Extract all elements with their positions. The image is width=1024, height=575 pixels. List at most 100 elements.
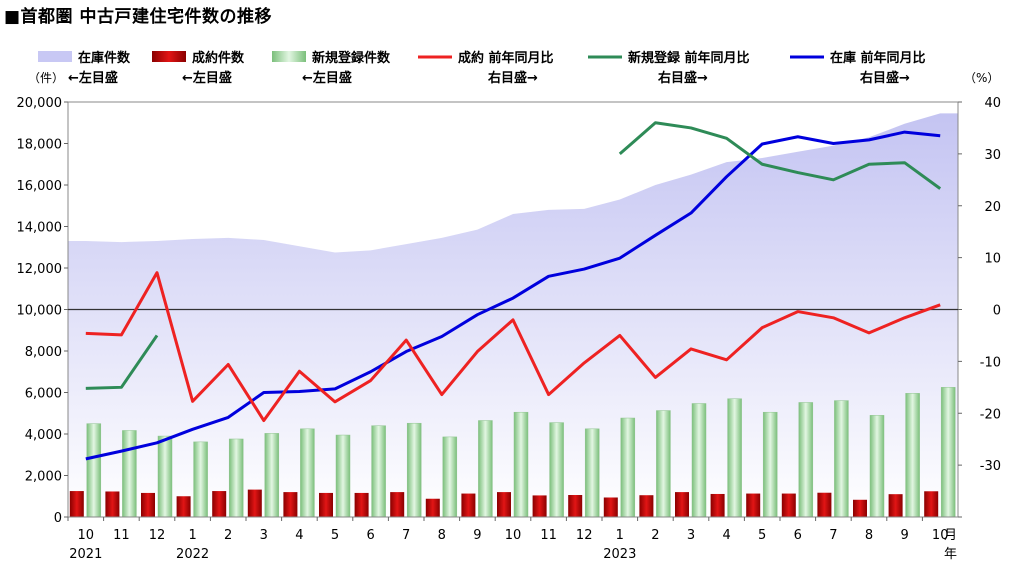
x-tick-label: 12	[576, 528, 593, 543]
legend-note: 右目盛→	[859, 70, 910, 86]
x-tick-label: 11	[113, 528, 130, 543]
year-label: 2022	[176, 547, 209, 562]
x-tick-label: 3	[687, 528, 695, 543]
new-listing-bar	[371, 425, 386, 518]
right-tick-label: 30	[984, 148, 1001, 163]
sold-bar	[675, 492, 689, 517]
sold-bar	[781, 493, 796, 517]
new-listing-bar	[157, 435, 173, 518]
stock-yoy-line	[85, 130, 941, 461]
right-tick-label: 10	[984, 252, 1001, 267]
bars	[69, 387, 956, 518]
new-listing-bar	[193, 441, 208, 518]
legend-swatch-bar	[152, 51, 186, 62]
new-listing-bar	[869, 415, 885, 518]
new-listing-yoy-line	[85, 334, 159, 390]
new-listing-bar	[620, 417, 636, 518]
x-unit-label: 月	[944, 528, 957, 543]
sold-bar	[639, 495, 654, 517]
sold-bar	[710, 493, 725, 517]
sold-bar	[888, 494, 903, 517]
new-listing-bar	[727, 398, 742, 518]
x-tick-label: 12	[149, 528, 166, 543]
sold-bar	[390, 492, 405, 517]
left-tick-label: 8,000	[25, 345, 62, 360]
sold-bar	[853, 499, 867, 517]
x-tick-label: 7	[829, 528, 837, 543]
new-listing-bar	[940, 387, 956, 518]
x-tick-label: 5	[331, 528, 339, 543]
sold-bar	[817, 492, 832, 517]
sold-bar	[568, 495, 583, 517]
year-label: 2023	[603, 547, 636, 562]
year-unit-label: 年	[944, 547, 957, 562]
legend-label: 成約 前年同月比	[458, 50, 554, 66]
x-tick-label: 8	[438, 528, 446, 543]
lines	[85, 121, 942, 461]
x-tick-label: 1	[616, 528, 624, 543]
legend-note: ←左目盛	[302, 70, 352, 86]
new-listing-bar	[905, 393, 920, 518]
new-listing-yoy-line	[618, 121, 942, 190]
right-tick-label: 0	[993, 304, 1001, 319]
left-tick-label: 10,000	[17, 304, 63, 319]
sold-bar	[176, 496, 191, 517]
new-listing-bar	[691, 403, 707, 518]
sold-bar	[497, 492, 511, 517]
new-listing-bar	[442, 436, 458, 518]
x-tick-label: 9	[473, 528, 481, 543]
sold-bar	[461, 493, 476, 517]
x-tick-label: 3	[260, 528, 268, 543]
page-title: ■首都圏 中古戸建住宅件数の推移	[4, 7, 272, 27]
sold-bar	[105, 491, 120, 517]
x-tick-label: 10	[932, 528, 949, 543]
new-listing-bar	[798, 402, 814, 518]
left-tick-label: 6,000	[25, 387, 62, 402]
left-tick-label: 16,000	[17, 179, 63, 194]
new-listing-bar	[86, 423, 102, 518]
legend-label: 在庫 前年同月比	[830, 50, 926, 66]
x-tick-label: 2	[224, 528, 232, 543]
x-tick-label: 4	[295, 528, 303, 543]
right-tick-label: -10	[980, 355, 1001, 370]
new-listing-bar	[264, 433, 280, 518]
axes: （件） （%） 0 2,000 4,000 6,000 8,000 10,000 12,000 1…	[17, 71, 1002, 562]
legend-note: ←左目盛	[68, 70, 118, 86]
x-tick-label: 5	[758, 528, 766, 543]
new-listing-bar	[762, 411, 778, 518]
left-tick-label: 20,000	[17, 96, 63, 111]
x-tick-label: 4	[722, 528, 730, 543]
sold-bar	[354, 492, 369, 517]
sold-bar	[746, 493, 761, 517]
left-tick-label: 2,000	[25, 470, 62, 485]
new-listing-bar	[549, 422, 564, 518]
new-listing-bar	[122, 430, 137, 518]
x-tick-label: 2	[651, 528, 659, 543]
legend-label: 新規登録件数	[312, 50, 391, 66]
new-listing-bar	[300, 428, 315, 518]
legend-swatch-bar	[272, 51, 306, 62]
sold-bar	[924, 491, 939, 517]
x-tick-label: 8	[865, 528, 873, 543]
left-tick-label: 0	[54, 511, 62, 526]
sold-bar	[212, 491, 227, 517]
new-listing-bar	[513, 411, 529, 518]
legend-note: ←左目盛	[182, 70, 232, 86]
x-tick-label: 9	[900, 528, 908, 543]
new-listing-bar	[228, 438, 244, 518]
right-tick-label: 40	[984, 96, 1001, 111]
left-tick-label: 18,000	[17, 138, 63, 153]
sold-bar	[141, 492, 155, 517]
right-tick-label: -30	[980, 459, 1001, 474]
left-tick-label: 12,000	[17, 262, 63, 277]
new-listing-bar	[656, 410, 671, 518]
new-listing-bar	[406, 422, 422, 518]
legend-label: 新規登録 前年同月比	[628, 50, 750, 66]
legend-label: 在庫件数	[78, 50, 131, 66]
x-tick-label: 10	[505, 528, 522, 543]
x-tick-label: 6	[794, 528, 802, 543]
x-tick-label: 11	[540, 528, 557, 543]
x-tick-label: 6	[366, 528, 374, 543]
